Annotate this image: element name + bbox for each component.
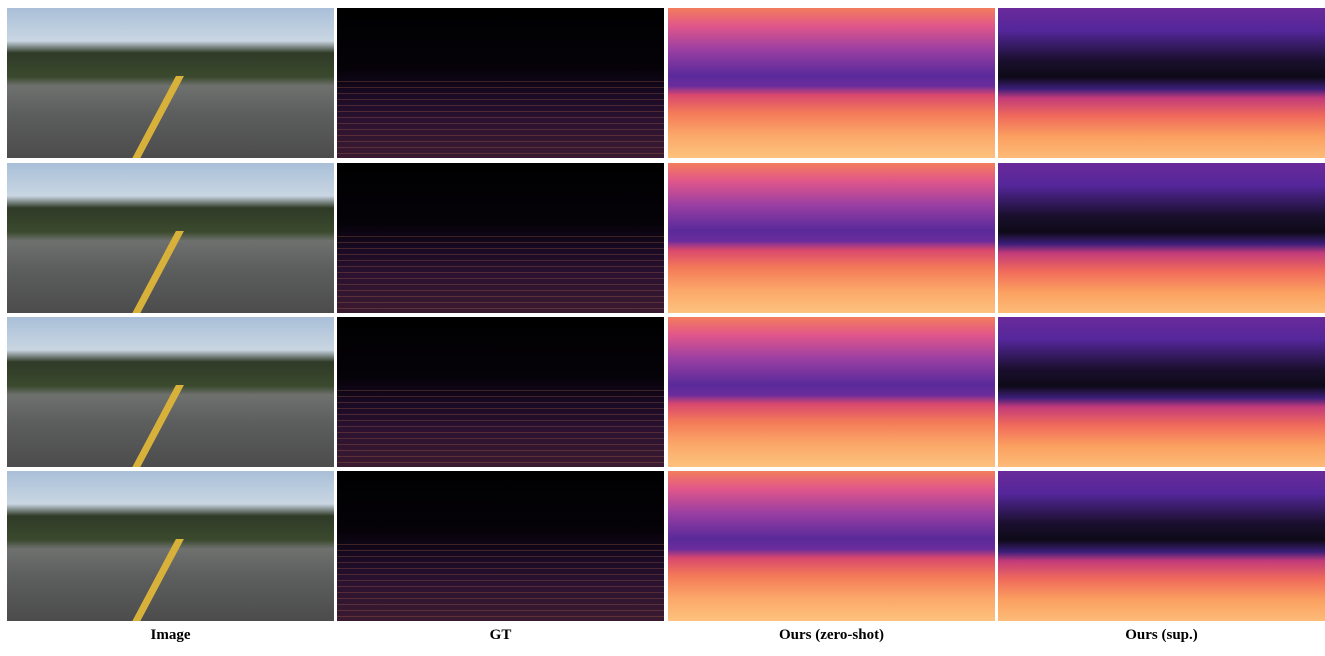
zero-shot-depth xyxy=(668,471,995,621)
zero-shot-depth xyxy=(668,163,995,313)
gt-depth xyxy=(337,471,664,621)
rgb-image xyxy=(7,8,334,158)
supervised-depth xyxy=(998,317,1325,467)
column-label: Ours (zero-shot) xyxy=(778,627,885,643)
gt-depth xyxy=(337,317,664,467)
gt-depth xyxy=(337,8,664,158)
column-label: Image xyxy=(150,627,191,643)
rgb-image xyxy=(7,163,334,313)
supervised-depth xyxy=(998,8,1325,158)
gt-depth xyxy=(337,163,664,313)
zero-shot-depth xyxy=(668,317,995,467)
rgb-image xyxy=(7,471,334,621)
zero-shot-depth xyxy=(668,8,995,158)
column-label: GT xyxy=(489,627,512,643)
rgb-image xyxy=(7,317,334,467)
supervised-depth xyxy=(998,163,1325,313)
supervised-depth xyxy=(998,471,1325,621)
column-label: Ours (sup.) xyxy=(1125,627,1198,643)
